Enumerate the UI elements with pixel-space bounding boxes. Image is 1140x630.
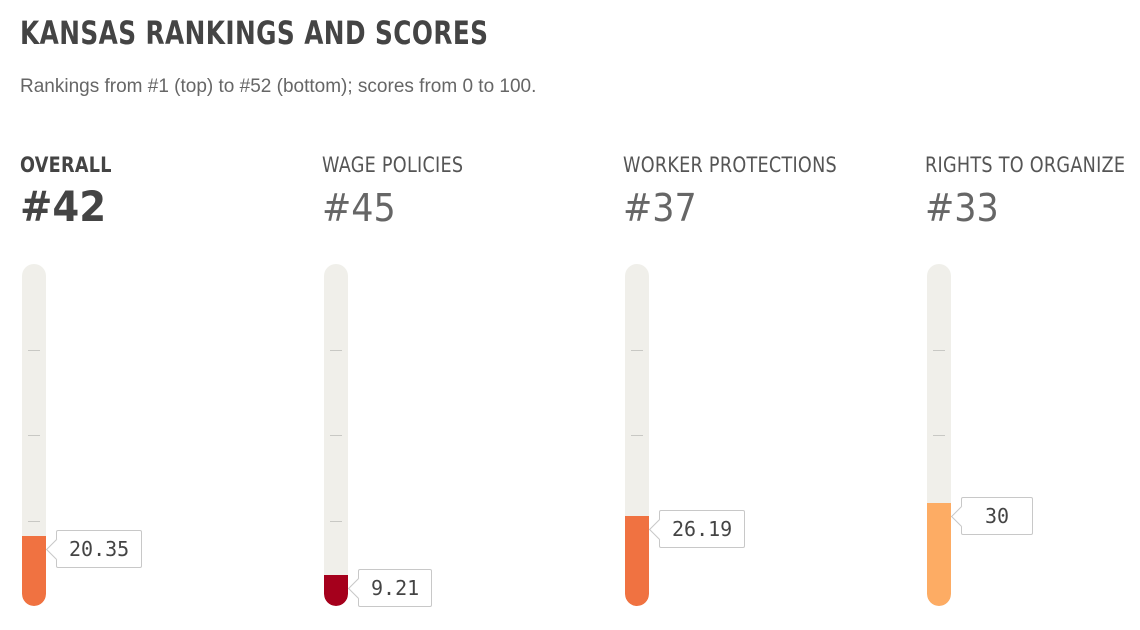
score-bar xyxy=(22,536,46,606)
rank-value: #45 xyxy=(322,186,396,230)
category-label: OVERALL xyxy=(20,153,112,177)
gauge-tick xyxy=(631,435,643,436)
score-label: 20.35 xyxy=(56,530,143,568)
gauge-tick xyxy=(933,435,945,436)
gauge-tick xyxy=(330,350,342,351)
score-column: RIGHTS TO ORGANIZE #33 30 xyxy=(925,150,1140,620)
gauge-track xyxy=(625,264,649,606)
score-label: 26.19 xyxy=(659,510,746,548)
gauge-tick xyxy=(28,435,40,436)
score-label: 9.21 xyxy=(358,569,433,607)
gauge-tick xyxy=(933,350,945,351)
score-label: 30 xyxy=(961,497,1033,535)
page-title: KANSAS RANKINGS AND SCORES xyxy=(20,14,489,52)
gauge-tick xyxy=(330,435,342,436)
category-label: WAGE POLICIES xyxy=(322,153,464,177)
rank-value: #42 xyxy=(20,182,107,231)
page-subtitle: Rankings from #1 (top) to #52 (bottom); … xyxy=(20,76,537,97)
score-value: 9.21 xyxy=(371,576,420,600)
score-column: WORKER PROTECTIONS #37 26.19 xyxy=(623,150,863,620)
score-value: 20.35 xyxy=(69,537,130,561)
rank-value: #37 xyxy=(623,186,697,230)
gauge-track xyxy=(22,264,46,606)
score-value: 30 xyxy=(984,504,1010,528)
category-label: RIGHTS TO ORGANIZE xyxy=(925,153,1126,177)
gauge-track xyxy=(324,264,348,606)
score-column: WAGE POLICIES #45 9.21 xyxy=(322,150,562,620)
gauge-tick xyxy=(330,521,342,522)
gauge-tick xyxy=(631,350,643,351)
score-column: OVERALL #42 20.35 xyxy=(20,150,260,620)
score-bar xyxy=(324,574,348,606)
gauge-tick xyxy=(28,350,40,351)
category-label: WORKER PROTECTIONS xyxy=(623,153,837,177)
score-bar xyxy=(625,516,649,606)
score-bar xyxy=(927,503,951,606)
gauge-track xyxy=(927,264,951,606)
score-value: 26.19 xyxy=(672,517,733,541)
rank-value: #33 xyxy=(925,186,999,230)
gauge-tick xyxy=(28,521,40,522)
